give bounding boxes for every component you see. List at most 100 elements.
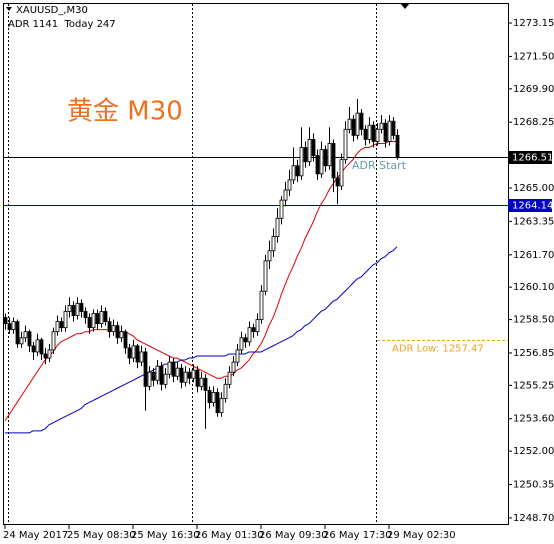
x-tick-label: 24 May 2017 — [3, 530, 68, 541]
candle-body — [143, 351, 148, 387]
candle-body — [299, 147, 304, 177]
candle-body — [71, 304, 76, 316]
y-tick-label: 1258.50 — [513, 315, 554, 326]
candle-body — [59, 321, 64, 329]
candle-body — [211, 392, 216, 403]
candle-body — [147, 371, 152, 387]
candle-body — [223, 383, 228, 399]
candle-body — [275, 217, 280, 237]
candle-body — [215, 392, 220, 414]
candle-body — [279, 199, 284, 219]
candle-body — [19, 337, 24, 345]
moving-average — [5, 246, 398, 434]
candle-body — [51, 331, 56, 351]
candle-body — [335, 177, 340, 187]
y-tick-label: 1256.85 — [513, 348, 554, 359]
candle-body — [27, 331, 32, 347]
x-tick-label: 26 May 17:30 — [323, 530, 392, 541]
candle-body — [191, 369, 196, 379]
candle-body — [199, 377, 204, 387]
candle-body — [83, 311, 88, 318]
candle-body — [151, 371, 156, 381]
candle-body — [15, 321, 20, 345]
candle-body — [207, 390, 212, 403]
candle-body — [379, 122, 384, 130]
candle-body — [291, 165, 296, 181]
shift-marker — [400, 3, 410, 9]
price-level-box — [508, 151, 552, 164]
x-tick-label: 25 May 08:30 — [67, 530, 136, 541]
symbol-arrow — [6, 7, 12, 11]
candle-body — [39, 339, 44, 355]
candle-body — [115, 325, 120, 339]
candle-body — [11, 321, 16, 331]
candle-body — [3, 317, 8, 325]
candle-body — [139, 351, 144, 363]
candle-body — [107, 321, 112, 333]
y-tick-label: 1252.00 — [513, 446, 554, 457]
candle-body — [307, 139, 312, 163]
candle-body — [323, 149, 328, 167]
candle-body — [111, 325, 116, 333]
y-tick-label: 1260.10 — [513, 282, 554, 293]
candle-body — [167, 361, 172, 375]
y-tick-label: 1253.60 — [513, 414, 554, 425]
candle-body — [339, 159, 344, 187]
candle-body — [259, 290, 264, 320]
candle-body — [283, 189, 288, 201]
candle-body — [123, 331, 128, 349]
candle-body — [271, 236, 276, 252]
candle-body — [119, 331, 124, 339]
candle-body — [99, 311, 104, 325]
candle-body — [159, 365, 164, 385]
candle-body — [267, 250, 272, 262]
adr-low-label: ADR Low: 1257.47 — [392, 344, 484, 355]
candle-body — [395, 134, 400, 158]
candle-body — [43, 353, 48, 359]
plot-frame — [3, 3, 509, 525]
candle-body — [67, 304, 72, 312]
candle-body — [359, 112, 364, 130]
y-tick-label: 1271.50 — [513, 51, 554, 62]
candle-body — [87, 317, 92, 329]
candle-body — [251, 327, 256, 333]
candle-body — [227, 371, 232, 385]
candle-body — [23, 331, 28, 339]
candle-body — [179, 367, 184, 383]
candle-body — [63, 311, 68, 329]
candle-body — [367, 124, 372, 140]
candle-body — [35, 339, 40, 353]
y-tick-label: 1263.35 — [513, 216, 554, 227]
candle-body — [103, 311, 108, 322]
price-level-label: 1264.14 — [512, 201, 553, 212]
candle-body — [243, 337, 248, 343]
chart-title: 黄金 M30 — [67, 97, 183, 127]
candle-body — [79, 302, 84, 312]
candle-body — [7, 323, 12, 331]
candle-body — [319, 149, 324, 175]
candle-body — [175, 367, 180, 377]
candle-body — [343, 128, 348, 161]
y-tick-label: 1268.25 — [513, 117, 554, 128]
candle-body — [135, 345, 140, 363]
y-tick-label: 1255.25 — [513, 380, 554, 391]
candle-body — [263, 260, 268, 292]
candle-body — [231, 361, 236, 373]
x-tick-label: 29 May 02:30 — [387, 530, 456, 541]
candle-body — [255, 319, 260, 333]
x-tick-label: 25 May 16:30 — [131, 530, 200, 541]
moving-average — [4, 140, 397, 422]
candle-body — [31, 345, 36, 353]
candle-body — [295, 165, 300, 177]
x-tick-label: 26 May 01:30 — [195, 530, 264, 541]
candle-body — [355, 112, 360, 136]
candle-body — [391, 120, 396, 136]
y-tick-label: 1265.00 — [513, 183, 554, 194]
candle-body — [303, 147, 308, 163]
price-level-label: 1266.51 — [512, 153, 553, 164]
candle-body — [375, 128, 380, 142]
candle-body — [331, 143, 336, 179]
y-tick-label: 1250.35 — [513, 480, 554, 491]
candle-body — [163, 373, 168, 385]
